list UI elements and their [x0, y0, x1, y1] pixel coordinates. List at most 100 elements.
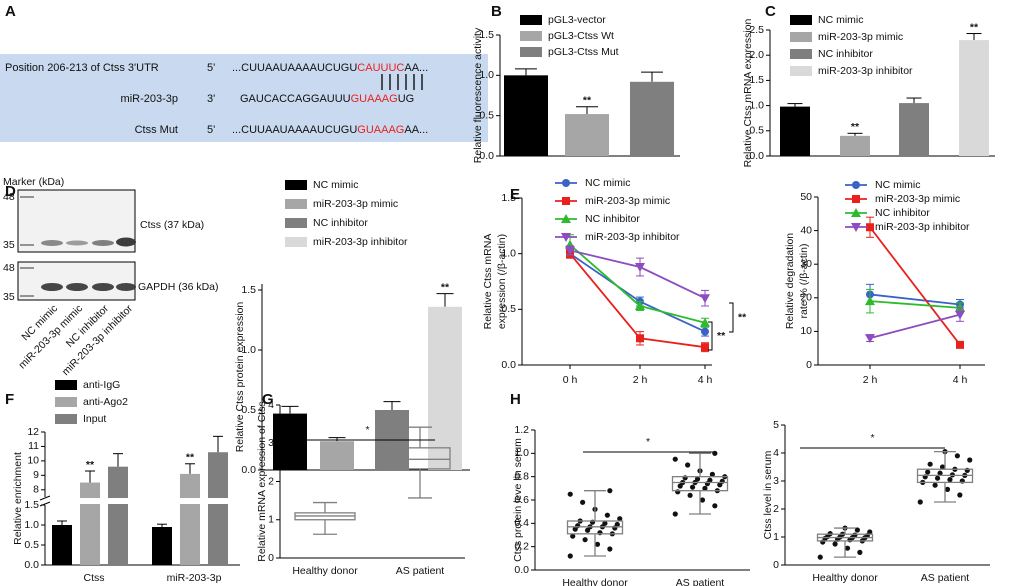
bar — [840, 135, 870, 156]
significance: ** — [583, 95, 592, 107]
point — [685, 462, 691, 468]
series-line — [869, 300, 961, 309]
y-tick-label: 3 — [773, 475, 779, 487]
y-axis-label: Ctss protein leve lin serum — [512, 438, 524, 562]
legend-swatch — [285, 237, 307, 247]
significance: * — [365, 424, 369, 436]
y-tick-label: 0.2 — [514, 540, 529, 552]
y-axis-label: expression (/β-actin) — [496, 234, 508, 329]
bracket — [708, 321, 713, 351]
y-tick-label: 0.5 — [479, 109, 494, 121]
y-tick-label: 8 — [33, 484, 39, 496]
sequence: ...CUUAAUAAAAUCUGUCAUUUCAA... — [232, 62, 428, 74]
point — [852, 532, 858, 538]
marker — [866, 223, 874, 232]
point — [867, 529, 873, 535]
x-tick-label: Healthy donor — [812, 572, 878, 584]
x-tick-label: AS patient — [396, 565, 445, 577]
y-tick-label: 1.5 — [24, 499, 39, 511]
legend-label: NC mimic — [313, 179, 359, 191]
y-tick-label: 4 — [268, 399, 274, 411]
y-axis-label: rate % (/β-actin) — [798, 244, 810, 319]
legend-swatch — [55, 414, 77, 424]
y-tick-label: 20 — [800, 292, 812, 304]
y-tick-label: 0 — [268, 552, 274, 564]
y-tick-label: 0.0 — [479, 150, 494, 162]
series-line — [569, 249, 706, 300]
blot-name: GAPDH (36 kDa) — [138, 281, 219, 293]
legend-label: anti-IgG — [83, 379, 120, 391]
marker — [561, 214, 571, 223]
point — [702, 485, 708, 491]
x-tick-label: Healthy donor — [562, 577, 628, 586]
legend-swatch — [520, 31, 542, 41]
bar — [180, 473, 200, 565]
marker — [700, 294, 710, 304]
y-tick-label: 2 — [268, 475, 274, 487]
y-tick-label: 1.5 — [479, 29, 494, 41]
series-line — [869, 293, 961, 306]
legend-label: miR-203-3p inhibitor — [875, 221, 970, 233]
break-mark — [39, 501, 51, 507]
marker-label: 35 — [3, 239, 15, 251]
sequence: ...CUUAAUAAAAUCUGUGUAAAGAA... — [232, 124, 428, 136]
row-name: Position 206-213 of Ctss 3'UTR — [5, 62, 159, 74]
y-tick-label: 9 — [33, 469, 39, 481]
legend-swatch — [520, 15, 542, 25]
marker — [565, 246, 575, 256]
legend-label: NC mimic — [818, 14, 864, 26]
legend-label: NC inhibitor — [818, 48, 873, 60]
point — [580, 499, 586, 505]
legend-label: NC mimic — [875, 179, 921, 191]
y-tick-label: 2 — [773, 503, 779, 515]
point — [719, 478, 725, 484]
series-line — [569, 244, 706, 324]
break-mark — [39, 495, 51, 501]
legend-label: miR-203-3p mimic — [818, 31, 903, 43]
significance: ** — [970, 21, 979, 33]
y-tick-label: 0.5 — [241, 404, 256, 416]
bar — [152, 527, 172, 565]
y-tick-label: 12 — [27, 426, 39, 438]
series-line — [869, 226, 961, 346]
point — [707, 477, 713, 483]
x-tick-label: AS patient — [676, 577, 725, 586]
point — [589, 519, 596, 525]
significance: ** — [851, 121, 860, 133]
blot-name: Ctss (37 kDa) — [140, 219, 204, 231]
y-tick-label: 11 — [28, 440, 39, 452]
point — [939, 464, 946, 470]
point — [675, 489, 681, 495]
x-tick-label: AS patient — [921, 572, 970, 584]
legend-label: miR-203-3p inhibitor — [818, 65, 913, 77]
marker — [701, 343, 709, 352]
y-tick-label: 2.5 — [749, 24, 764, 36]
x-tick-label: 4 h — [953, 374, 968, 386]
marker — [851, 223, 861, 232]
box — [671, 476, 729, 492]
y-tick-label: 1 — [268, 514, 274, 526]
significance: ** — [186, 452, 195, 464]
point — [934, 475, 941, 481]
marker — [852, 195, 860, 203]
point — [607, 488, 613, 494]
row-name: miR-203-3p — [121, 93, 178, 105]
y-tick-label: 0.5 — [24, 539, 39, 551]
marker — [851, 208, 861, 217]
point — [682, 475, 688, 481]
blot-frame — [17, 189, 136, 253]
x-tick-label: 2 h — [863, 374, 878, 386]
point — [832, 541, 838, 547]
legend-swatch — [790, 66, 812, 76]
y-tick-label: 4 — [773, 447, 779, 459]
bar — [428, 306, 462, 470]
marker — [561, 233, 571, 242]
x-tick-label: 0 h — [563, 374, 578, 386]
legend-label: miR-203-3p inhibitor — [313, 236, 408, 248]
seq-part: AA... — [404, 62, 428, 74]
legend-label: miR-203-3p mimic — [875, 193, 960, 205]
point — [967, 457, 973, 463]
point — [672, 511, 678, 517]
point — [709, 471, 715, 477]
y-tick-label: 0.0 — [501, 359, 516, 371]
